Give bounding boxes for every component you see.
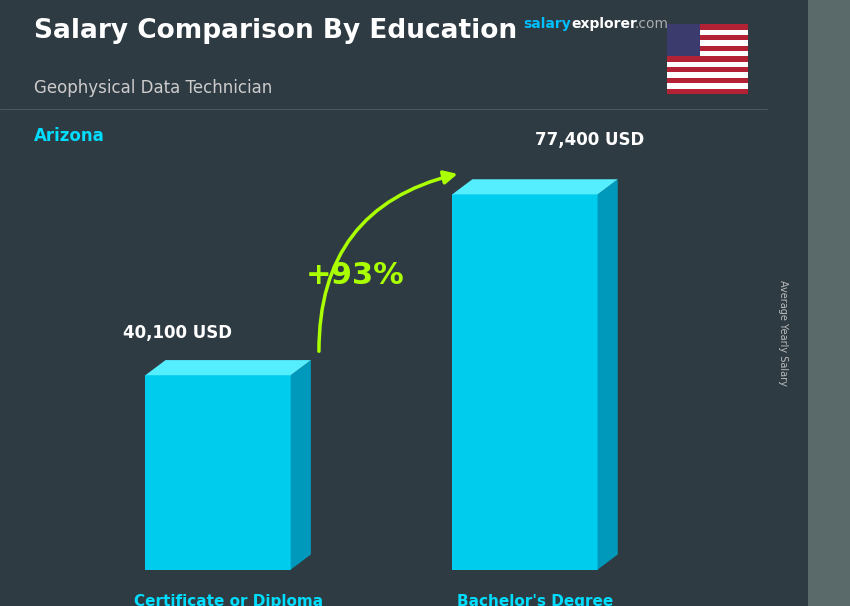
Bar	[667, 88, 748, 94]
Polygon shape	[452, 179, 618, 195]
Text: .com: .com	[635, 17, 669, 31]
Bar	[667, 51, 748, 56]
Polygon shape	[291, 360, 311, 570]
Bar	[667, 24, 748, 30]
Text: Arizona: Arizona	[34, 127, 105, 145]
Bar	[667, 78, 748, 83]
Bar	[667, 45, 748, 51]
Text: +93%: +93%	[306, 261, 405, 290]
Polygon shape	[598, 179, 618, 570]
Bar	[667, 73, 748, 78]
Text: 40,100 USD: 40,100 USD	[123, 324, 232, 342]
Bar	[667, 67, 748, 73]
Text: explorer: explorer	[571, 17, 638, 31]
Bar	[667, 83, 748, 88]
Bar	[667, 56, 748, 62]
Text: Average Yearly Salary: Average Yearly Salary	[779, 281, 788, 386]
Bar	[667, 41, 748, 45]
Polygon shape	[145, 360, 311, 375]
Text: Salary Comparison By Education: Salary Comparison By Education	[34, 18, 517, 44]
Text: Certificate or Diploma: Certificate or Diploma	[133, 594, 323, 606]
Text: 77,400 USD: 77,400 USD	[535, 131, 644, 149]
Bar	[452, 195, 598, 570]
Text: salary: salary	[523, 17, 570, 31]
Bar	[667, 30, 748, 35]
Bar	[145, 375, 291, 570]
Text: Geophysical Data Technician: Geophysical Data Technician	[34, 79, 272, 97]
Bar	[667, 62, 748, 67]
Text: Bachelor's Degree: Bachelor's Degree	[456, 594, 613, 606]
Bar	[667, 35, 748, 41]
Bar	[667, 24, 700, 56]
